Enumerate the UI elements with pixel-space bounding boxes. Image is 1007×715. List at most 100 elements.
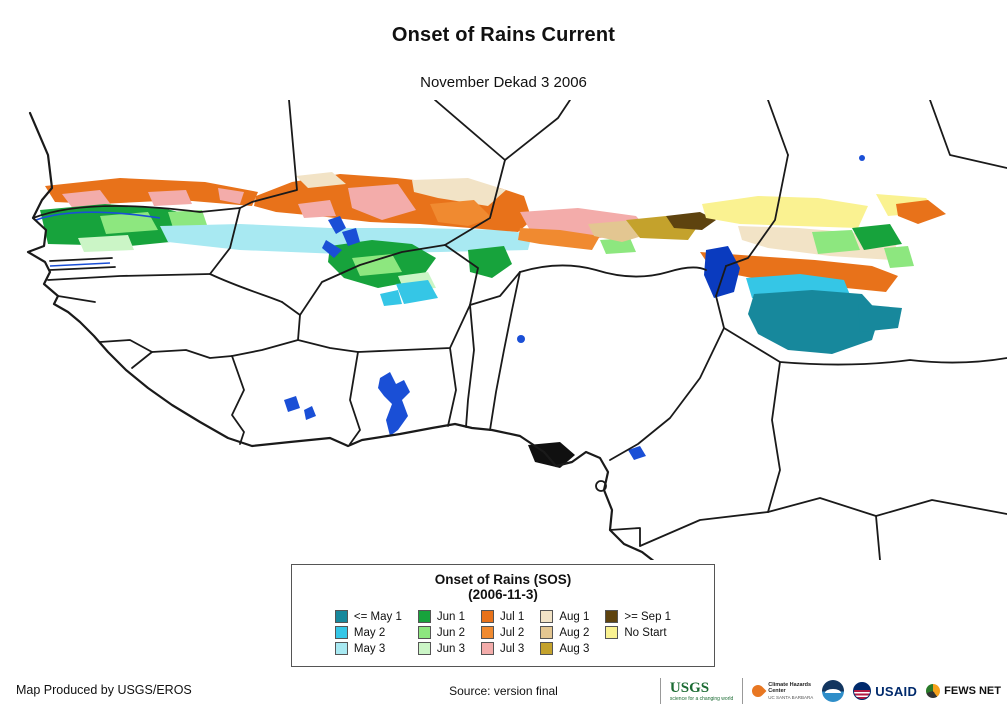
legend-swatch [540,626,554,639]
border-eq-guinea [609,527,641,547]
small-lake [859,155,865,161]
fewsnet-logo: FEWS NET [926,684,1001,698]
legend-label: Aug 1 [559,610,590,623]
border-mauritania-senegal [32,205,241,219]
legend-label: Jul 2 [500,626,525,639]
lake-buyo [304,406,316,420]
legend-entry: Jun 2 [417,626,466,639]
map-title: Onset of Rains Current [391,24,616,46]
map-svg [26,99,1007,564]
niger-inland-delta [322,240,342,258]
legend-swatch [334,626,348,639]
border-mali-ivorycoast [281,301,359,353]
border-benin-niger [469,271,521,306]
legend-swatch [481,626,495,639]
border-mali-algeria [434,99,506,161]
legend-entry: Jul 1 [481,610,524,623]
gambia-river [49,262,111,267]
lake-volta [378,372,410,436]
border-chad-cameroon [715,265,727,297]
border-chad-car [723,327,1007,366]
legend-entry: <= May 1 [334,610,402,623]
border-guinea-liberia [151,349,233,359]
border-burkina-ghana-togo [357,304,471,353]
legend-entry: Jun 1 [417,610,466,623]
border-senegal-mali [209,207,241,275]
legend-grid: <= May 1 May 2 May 3 Jun 1 Jun 2 Jun 3 J… [292,610,714,655]
cross-river [628,446,646,460]
border-niger-chad [725,154,789,267]
border-nigeria-cameroon [609,295,725,461]
legend-label: Jul 3 [500,642,525,655]
legend-column: Aug 1 Aug 2 Aug 3 [540,610,589,655]
border-cameroon-south [639,511,769,547]
border-guinea-sleone [99,339,153,353]
border-liberia-ivorycoast [231,355,245,445]
legend-entry: Aug 1 [540,610,589,623]
legend-box: Onset of Rains (SOS) (2006-11-3) <= May … [291,564,715,667]
border-niger-algeria [504,99,571,161]
bioko-island [595,480,607,492]
country-borders [26,99,1007,564]
border-gambia-north [49,257,113,262]
legend-column: Jul 1 Jul 2 Jul 3 [481,610,524,655]
raster-patches [40,172,946,354]
border-congo-drc [875,515,881,561]
legend-entry: >= Sep 1 [605,610,671,623]
border-ghana-togo [447,347,457,427]
legend-swatch [605,626,619,639]
legend-swatch [417,642,431,655]
border-togo-benin [465,304,475,428]
usaid-wordmark: USAID [875,683,918,699]
legend-label: Aug 3 [559,642,590,655]
chc-line3: UC SANTA BARBARA [768,694,814,700]
border-mauritania-mali [239,99,298,209]
map-subtitle: November Dekad 3 2006 [420,74,587,91]
legend-swatch [605,610,619,623]
legend-label: May 2 [353,626,386,639]
legend-label: Jun 2 [436,626,466,639]
legend-entry: No Start [605,626,671,639]
fewsnet-globe-icon [926,684,941,698]
produced-by-text: Map Produced by USGS/EROS [16,683,192,697]
legend-swatch [540,610,554,623]
border-sleone-liberia [131,351,153,369]
border-guinea-mali [209,273,283,303]
border-guinea-ivorycoast [231,339,299,357]
legend-label: Jul 1 [500,610,525,623]
senegal-river [35,211,161,221]
legend-swatch [540,642,554,655]
border-senegal-guinea [47,273,211,281]
legend-entry: Jun 3 [417,642,465,655]
legend-entry: May 3 [334,642,402,655]
legend-entry: Jul 2 [481,626,524,639]
legend-entry: May 2 [334,626,402,639]
logo-divider [659,678,661,704]
climate-hazards-center-logo: Climate Hazards Center UC SANTA BARBARA [749,682,814,700]
border-burkina-niger [444,244,479,306]
lake-chad [704,246,740,298]
border-gbissau-guinea [57,295,96,303]
legend-column: >= Sep 1 No Start [605,610,671,655]
usaid-seal-icon [853,682,872,700]
border-mali-niger [444,159,506,246]
legend-entry: Aug 3 [540,642,589,655]
legend-swatch [481,610,495,623]
fewsnet-wordmark: FEWS NET [944,685,1001,697]
border-benin-nigeria [489,271,521,431]
usgs-tagline: science for a changing world [669,695,734,702]
legend-swatch [417,610,431,623]
chc-line2: Center [768,688,786,695]
legend-column: <= May 1 May 2 May 3 [334,610,402,655]
legend-swatch [417,626,431,639]
border-niger-nigeria [519,264,707,278]
coastline [26,111,657,564]
legend-title: Onset of Rains (SOS) [434,572,572,587]
legend-label: Jun 1 [436,610,466,623]
usgs-logo: USGS science for a changing world [669,680,734,702]
lake-kossou [284,396,300,412]
legend-label: <= May 1 [353,610,402,623]
border-cameroon-car [767,361,781,513]
legend-swatch [334,642,348,655]
